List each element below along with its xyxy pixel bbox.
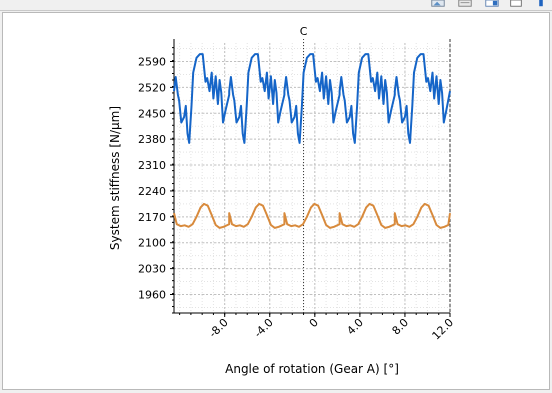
lower-stiffness-series [173, 202, 451, 229]
x-tick-label: -8.0 [206, 316, 230, 340]
y-axis-label: System stiffness [N/µm] [108, 106, 122, 250]
y-tick-label: 2450 [138, 107, 166, 120]
table-tool-icon[interactable] [484, 0, 500, 8]
document-tool-icon[interactable] [457, 0, 473, 8]
y-tick-label: 2310 [138, 159, 166, 172]
image-tool-icon[interactable] [430, 0, 446, 8]
y-tick-label: 1960 [138, 289, 166, 302]
x-tick-label: -4.0 [252, 316, 276, 340]
chart-panel: 1960 2030 2100 2170 2240 2310 2380 2450 2520 2590… [2, 12, 550, 390]
y-tick-label: 2030 [138, 263, 166, 276]
toolbar [0, 0, 552, 11]
y-tick-label: 2520 [138, 81, 166, 94]
x-tick-label: 12.0 [430, 316, 457, 343]
x-axis-label: Angle of rotation (Gear A) [°] [225, 362, 399, 376]
y-tick-label: 2170 [138, 211, 166, 224]
stiffness-chart: 1960 2030 2100 2170 2240 2310 2380 2450 2520 2590… [108, 25, 457, 376]
x-tick-label: 4.0 [344, 316, 366, 338]
pin-tool-icon[interactable] [536, 0, 546, 8]
y-tick-label: 2240 [138, 185, 166, 198]
y-tick-label: 2380 [138, 133, 166, 146]
y-tick-label: 2100 [138, 237, 166, 250]
marker-label: C [300, 25, 308, 38]
y-tick-label: 2590 [138, 55, 166, 68]
x-tick-label: 0 [307, 316, 321, 330]
x-tick-label: 8.0 [389, 316, 411, 338]
upper-stiffness-series [173, 53, 451, 144]
save-tool-icon[interactable] [509, 0, 523, 8]
